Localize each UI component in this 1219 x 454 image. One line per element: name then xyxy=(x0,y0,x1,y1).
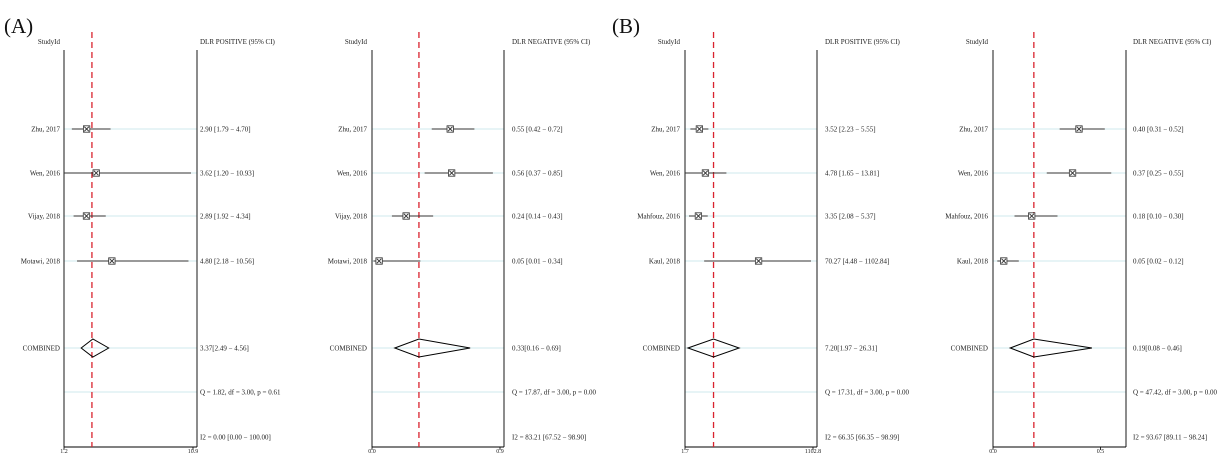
study-result: 3.52 [2.23 − 5.55] xyxy=(825,126,876,134)
point-estimate-marker xyxy=(1001,258,1007,264)
x-tick-label: 1.2 xyxy=(60,449,68,454)
study-result: 3.35 [2.08 − 5.37] xyxy=(825,213,876,221)
study-result: 2.89 [1.92 − 4.34] xyxy=(200,213,251,221)
combined-label: COMBINED xyxy=(330,345,367,353)
point-estimate-marker xyxy=(93,170,99,176)
result-header: DLR NEGATIVE (95% CI) xyxy=(512,38,591,46)
combined-diamond xyxy=(686,338,741,358)
combined-result: 0.33[0.16 − 0.69] xyxy=(512,345,561,353)
point-estimate-marker xyxy=(376,258,382,264)
forest-plot-2: StudyId DLR NEGATIVE (95% CI) 0.0 0.9 Zhu, 2… xyxy=(328,32,596,454)
panel-label-a: (A) xyxy=(4,14,33,38)
forest-plot-4: StudyId DLR NEGATIVE (95% CI) 0.0 0.5 Zhu, 2… xyxy=(945,32,1217,454)
study-label: Wen, 2016 xyxy=(958,170,989,178)
study-label: Wen, 2016 xyxy=(30,170,61,178)
x-tick-label: 0.9 xyxy=(496,449,504,454)
study-result: 0.37 [0.25 − 0.55] xyxy=(1133,170,1184,178)
x-tick-label: 1102.8 xyxy=(805,449,821,454)
heterogeneity-i2: I2 = 0.00 [0.00 − 100.00] xyxy=(200,434,271,442)
study-result: 4.78 [1.65 − 13.81] xyxy=(825,170,879,178)
study-result: 70.27 [4.48 − 1102.84] xyxy=(825,258,889,266)
study-label: Motawi, 2018 xyxy=(21,258,61,266)
study-label: Wen, 2016 xyxy=(650,170,681,178)
study-result: 2.90 [1.79 − 4.70] xyxy=(200,126,251,134)
heterogeneity-q: Q = 17.87, df = 3.00, p = 0.00 xyxy=(512,389,596,397)
point-estimate-marker xyxy=(695,213,702,219)
heterogeneity-q: Q = 1.82, df = 3.00, p = 0.61 xyxy=(200,389,281,397)
study-header: StudyId xyxy=(345,38,368,46)
combined-diamond xyxy=(1008,338,1092,358)
heterogeneity-i2: I2 = 66.35 [66.35 − 98.99] xyxy=(825,434,899,442)
x-tick-label: 10.9 xyxy=(188,449,199,454)
combined-label: COMBINED xyxy=(951,345,988,353)
combined-result: 0.19[0.08 − 0.46] xyxy=(1133,345,1182,353)
study-result: 0.40 [0.31 − 0.52] xyxy=(1133,126,1184,134)
point-estimate-marker xyxy=(702,170,709,176)
point-estimate-marker xyxy=(83,213,90,219)
study-label: Zhu, 2017 xyxy=(651,126,680,134)
combined-diamond xyxy=(393,338,471,358)
point-estimate-marker xyxy=(755,258,762,264)
point-estimate-marker xyxy=(1069,170,1076,176)
x-tick-label: 0.5 xyxy=(1097,449,1105,454)
point-estimate-marker xyxy=(1076,126,1082,132)
study-label: Mahfouz, 2016 xyxy=(637,213,680,221)
study-result: 3.62 [1.20 − 10.93] xyxy=(200,170,254,178)
study-label: Vijay, 2018 xyxy=(335,213,368,221)
study-result: 0.05 [0.01 − 0.34] xyxy=(512,258,563,266)
x-tick-label: 1.7 xyxy=(681,449,689,454)
study-label: Zhu, 2017 xyxy=(338,126,367,134)
combined-diamond xyxy=(80,338,110,358)
combined-result: 3.37[2.49 − 4.56] xyxy=(200,345,249,353)
combined-label: COMBINED xyxy=(23,345,60,353)
panel-label-b: (B) xyxy=(612,14,640,38)
heterogeneity-i2: I2 = 83.21 [67.52 − 98.90] xyxy=(512,434,586,442)
study-header: StudyId xyxy=(966,38,989,46)
combined-result: 7.20[1.97 − 26.31] xyxy=(825,345,877,353)
heterogeneity-i2: I2 = 93.67 [89.11 − 98.24] xyxy=(1133,434,1207,442)
study-label: Vijay, 2018 xyxy=(28,213,61,221)
point-estimate-marker xyxy=(696,126,703,132)
study-result: 0.18 [0.10 − 0.30] xyxy=(1133,213,1184,221)
study-label: Wen, 2016 xyxy=(337,170,368,178)
result-header: DLR POSITIVE (95% CI) xyxy=(200,38,276,46)
study-label: Kaul, 2018 xyxy=(957,258,989,266)
point-estimate-marker xyxy=(447,126,453,132)
study-header: StudyId xyxy=(658,38,681,46)
forest-plot-1: StudyId DLR POSITIVE (95% CI) 1.2 10.9 Zhu, … xyxy=(21,32,281,454)
point-estimate-marker xyxy=(1029,213,1035,219)
study-result: 0.56 [0.37 − 0.85] xyxy=(512,170,563,178)
study-result: 0.24 [0.14 − 0.43] xyxy=(512,213,563,221)
heterogeneity-q: Q = 17.31, df = 3.00, p = 0.00 xyxy=(825,389,909,397)
result-header: DLR NEGATIVE (95% CI) xyxy=(1133,38,1212,46)
point-estimate-marker xyxy=(403,213,409,219)
x-tick-label: 0.0 xyxy=(989,449,997,454)
study-label: Zhu, 2017 xyxy=(959,126,988,134)
study-label: Mahfouz, 2016 xyxy=(945,213,988,221)
point-estimate-marker xyxy=(448,170,455,176)
result-header: DLR POSITIVE (95% CI) xyxy=(825,38,901,46)
heterogeneity-q: Q = 47.42, df = 3.00, p = 0.00 xyxy=(1133,389,1217,397)
study-label: Kaul, 2018 xyxy=(649,258,681,266)
study-result: 0.55 [0.42 − 0.72] xyxy=(512,126,563,134)
point-estimate-marker xyxy=(109,258,115,264)
study-header: StudyId xyxy=(38,38,61,46)
study-label: Motawi, 2018 xyxy=(328,258,368,266)
study-result: 4.80 [2.18 − 10.56] xyxy=(200,258,254,266)
study-label: Zhu, 2017 xyxy=(31,126,60,134)
combined-label: COMBINED xyxy=(643,345,680,353)
point-estimate-marker xyxy=(83,126,90,132)
study-result: 0.05 [0.02 − 0.12] xyxy=(1133,258,1184,266)
forest-plot-3: StudyId DLR POSITIVE (95% CI) 1.7 1102.8 Zhu… xyxy=(637,32,909,454)
x-tick-label: 0.0 xyxy=(368,449,376,454)
